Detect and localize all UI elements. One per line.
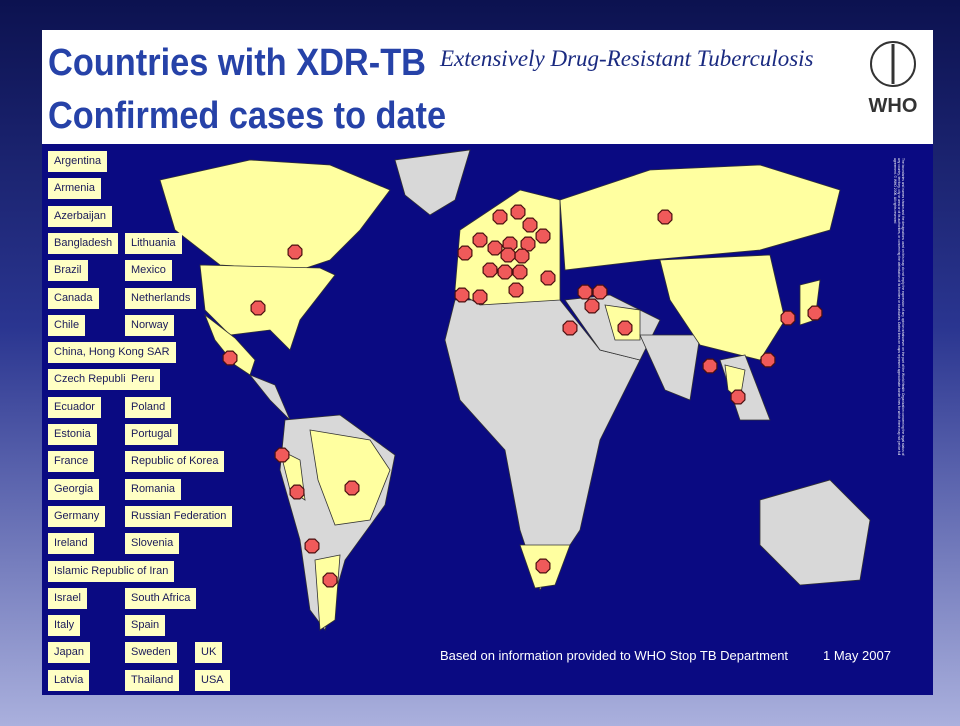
case-marker xyxy=(584,298,600,314)
country-label: Canada xyxy=(48,287,99,309)
country-label: Estonia xyxy=(48,424,97,445)
case-marker xyxy=(250,300,266,316)
country-label: France xyxy=(48,451,95,473)
country-label: Argentina xyxy=(48,151,108,172)
country-label: Netherlands xyxy=(125,287,197,309)
title-line1: Countries with XDR-TB xyxy=(48,42,426,84)
disclaimer: The boundaries and names shown and the d… xyxy=(893,158,905,456)
case-marker xyxy=(322,572,338,588)
case-marker xyxy=(497,264,513,280)
footer-date: 1 May 2007 xyxy=(823,648,891,663)
country-label: Portugal xyxy=(125,424,178,445)
country-label: Spain xyxy=(125,615,166,637)
case-marker xyxy=(287,244,303,260)
case-marker xyxy=(289,484,305,500)
country-label: South Africa xyxy=(125,587,197,609)
country-label: Ireland xyxy=(48,533,94,555)
country-label: Armenia xyxy=(48,178,101,200)
country-label: Islamic Republic of Iran xyxy=(48,560,175,582)
case-marker xyxy=(274,447,290,463)
country-label: Ecuador xyxy=(48,396,101,418)
country-label: Mexico xyxy=(125,260,172,282)
case-marker xyxy=(454,287,470,303)
country-label: Bangladesh xyxy=(48,232,119,254)
country-label: Thailand xyxy=(125,669,180,691)
case-marker xyxy=(520,236,536,252)
case-marker xyxy=(344,480,360,496)
country-label: Czech Republic xyxy=(48,369,138,391)
case-markers xyxy=(222,204,823,588)
case-marker xyxy=(780,310,796,326)
country-label: Azerbaijan xyxy=(48,205,112,227)
case-marker xyxy=(577,284,593,300)
case-marker xyxy=(487,240,503,256)
case-marker xyxy=(512,264,528,280)
country-label: Italy xyxy=(48,615,81,637)
case-marker xyxy=(535,228,551,244)
india xyxy=(639,334,701,401)
country-label: Sweden xyxy=(125,642,177,664)
map-land xyxy=(159,149,871,631)
country-label: Republic of Korea xyxy=(125,451,225,473)
title-line2: Confirmed cases to date xyxy=(48,95,446,137)
country-label: China, Hong Kong SAR xyxy=(48,342,176,364)
case-marker xyxy=(760,352,776,368)
case-marker xyxy=(492,209,508,225)
case-marker xyxy=(500,247,516,263)
case-marker xyxy=(304,538,320,554)
subtitle: Extensively Drug-Resistant Tuberculosis xyxy=(439,46,814,71)
country-label: Slovenia xyxy=(125,533,180,555)
who-logo-text: WHO xyxy=(869,95,918,117)
case-marker xyxy=(522,217,538,233)
case-marker xyxy=(510,204,526,220)
china xyxy=(659,254,786,361)
case-marker xyxy=(657,209,673,225)
case-marker xyxy=(730,389,746,405)
country-label: Germany xyxy=(48,505,106,527)
brazil xyxy=(309,429,391,526)
case-marker xyxy=(702,358,718,374)
country-label: Chile xyxy=(48,314,86,336)
country-label: Norway xyxy=(125,314,175,336)
country-label: Peru xyxy=(125,369,161,391)
country-label: Georgia xyxy=(48,478,100,500)
australia xyxy=(759,479,871,586)
case-marker xyxy=(617,320,633,336)
country-label: Israel xyxy=(48,587,87,609)
russia xyxy=(559,164,841,271)
country-label: Poland xyxy=(125,396,172,418)
country-label: Brazil xyxy=(48,260,88,282)
case-marker xyxy=(508,282,524,298)
country-label: Japan xyxy=(48,642,90,664)
case-marker xyxy=(592,284,608,300)
country-label: Latvia xyxy=(48,669,90,691)
greenland xyxy=(394,149,471,216)
disclaimer-box: The boundaries and names shown and the d… xyxy=(893,158,905,456)
case-marker xyxy=(472,232,488,248)
case-marker xyxy=(807,305,823,321)
who-emblem xyxy=(870,41,916,87)
case-marker xyxy=(540,270,556,286)
usa xyxy=(199,264,336,351)
footer-source: Based on information provided to WHO Sto… xyxy=(440,648,788,663)
case-marker xyxy=(472,289,488,305)
country-label: Lithuania xyxy=(125,232,182,254)
country-label: USA xyxy=(195,669,230,691)
country-label: Romania xyxy=(125,478,182,500)
case-marker xyxy=(457,245,473,261)
header-panel xyxy=(42,30,933,144)
case-marker xyxy=(535,558,551,574)
country-label: Russian Federation xyxy=(125,505,233,527)
case-marker xyxy=(482,262,498,278)
canada xyxy=(159,159,391,271)
case-marker xyxy=(514,248,530,264)
case-marker xyxy=(222,350,238,366)
case-marker xyxy=(562,320,578,336)
country-label: UK xyxy=(195,642,223,664)
